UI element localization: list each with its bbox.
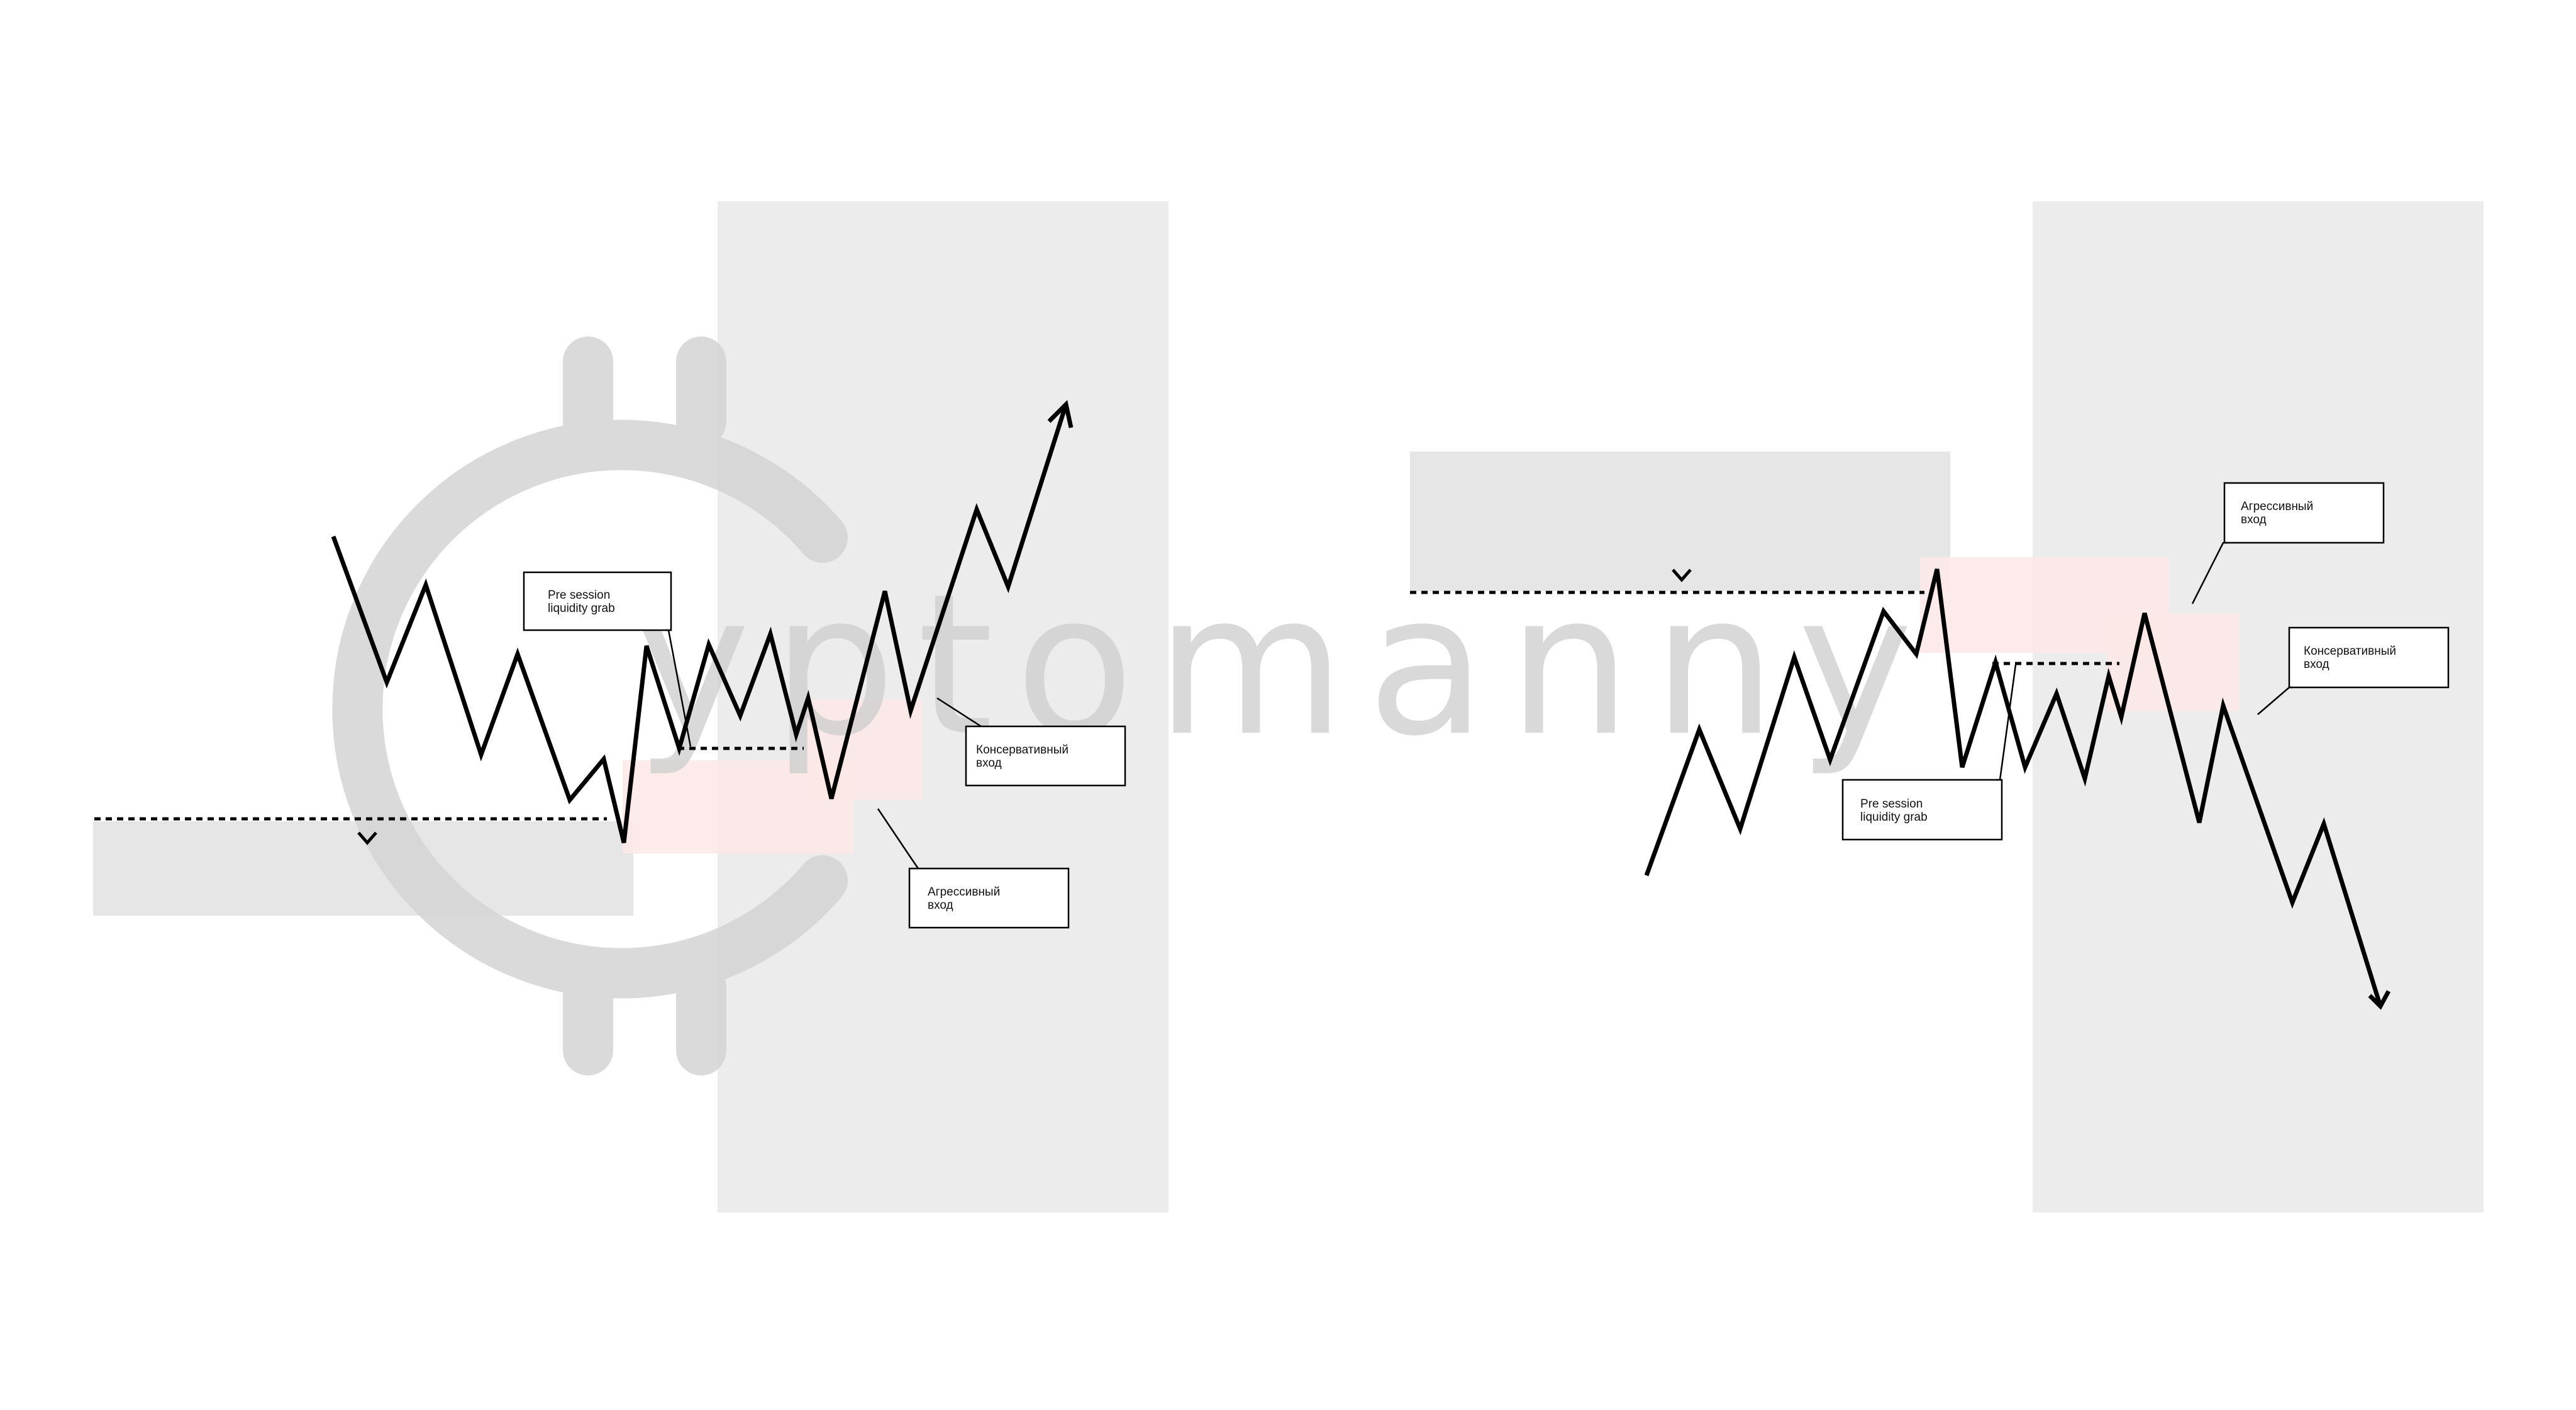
left-callout-conservative-box	[965, 725, 1126, 787]
right-callout-aggressive-pointer	[2191, 541, 2228, 604]
right-callout-pre-session-box	[1841, 779, 2003, 841]
right-callout-pre-session-pointer	[1996, 664, 2017, 781]
right-callout-aggressive-box	[2223, 482, 2385, 544]
right-callout-aggressive-line1: Агрессивный	[2241, 500, 2313, 513]
right-price-path	[1644, 569, 2383, 1008]
right-callout-aggressive: Агрессивный вход	[2191, 482, 2385, 604]
watermark-coin-bar	[563, 336, 613, 447]
watermark-coin-arc	[332, 419, 848, 999]
left-liquidity-check-icon	[357, 831, 377, 845]
left-session-zone	[718, 201, 1169, 1213]
left-callout-conservative-line1: Консервативный	[976, 743, 1069, 757]
left-callout-pre-session-pointer	[665, 629, 692, 747]
right-callout-conservative-line2: вход	[2304, 658, 2329, 671]
right-callout-conservative: Консервативный вход	[2257, 626, 2450, 715]
watermark-text: yptomanny	[635, 552, 1935, 779]
left-callout-aggressive-line1: Агрессивный	[928, 885, 1000, 899]
right-callout-conservative-box	[2288, 626, 2450, 689]
left-callout-pre-session-line2: liquidity grab	[548, 602, 615, 615]
left-callout-conservative: Консервативный вход	[936, 697, 1126, 787]
left-callout-conservative-pointer	[936, 697, 982, 728]
left-callout-conservative-line2: вход	[976, 757, 1002, 770]
left-price-path	[331, 403, 1069, 843]
left-fvg-zone-upper	[805, 699, 923, 800]
left-callout-aggressive-line2: вход	[928, 899, 953, 912]
right-callout-pre-session: Pre session liquidity grab	[1841, 664, 2017, 841]
right-fvg-zone-lower	[2107, 613, 2239, 711]
left-callout-aggressive-pointer	[877, 808, 919, 869]
left-callout-aggressive-box	[908, 867, 1070, 929]
right-callout-conservative-pointer	[2257, 686, 2293, 715]
right-liquidity-check-icon	[1672, 569, 1692, 582]
left-callout-pre-session: Pre session liquidity grab	[523, 571, 692, 747]
left-arrow-head-icon	[1047, 399, 1074, 428]
right-callout-aggressive-line2: вход	[2241, 513, 2267, 526]
right-callout-pre-session-line2: liquidity grab	[1860, 811, 1928, 824]
right-liquidity-zone	[1410, 452, 1950, 591]
right-callout-conservative-line1: Консервативный	[2304, 645, 2396, 658]
left-callout-pre-session-line1: Pre session	[548, 589, 610, 602]
watermark-coin-bar	[676, 336, 726, 447]
left-callout-pre-session-box	[523, 571, 672, 631]
left-callout-aggressive: Агрессивный вход	[877, 808, 1070, 929]
right-arrow-head-icon	[2368, 990, 2391, 1010]
watermark-logo	[332, 336, 848, 1075]
right-callout-pre-session-line1: Pre session	[1860, 797, 1923, 811]
